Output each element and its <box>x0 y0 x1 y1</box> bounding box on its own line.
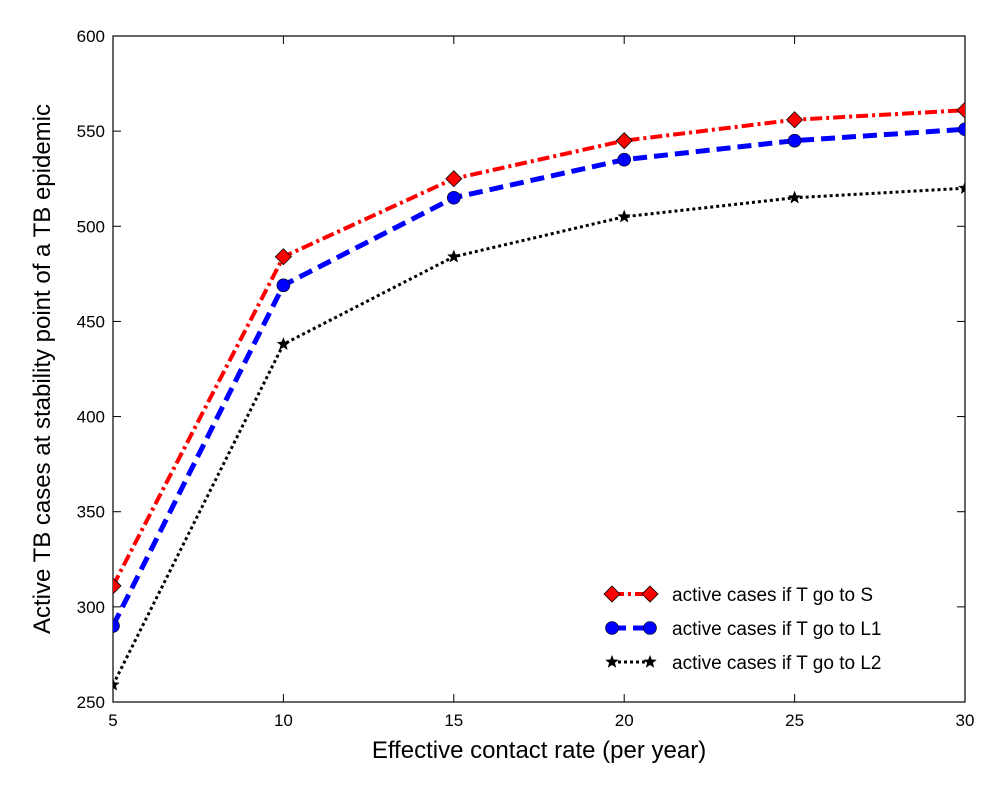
data-point <box>277 338 289 350</box>
line-chart: 5 10 15 20 25 30 250 300 350 400 450 500 550 600 acti… <box>0 0 1000 788</box>
data-point <box>107 619 120 632</box>
legend-item-2: active cases if T go to L1 <box>606 619 882 640</box>
legend-item-3: active cases if T go to L2 <box>606 653 882 674</box>
x-tick-label: 20 <box>615 711 634 730</box>
x-tick-label: 30 <box>956 711 975 730</box>
data-point <box>446 171 462 187</box>
y-tick-label: 300 <box>77 598 105 617</box>
x-tick-label: 10 <box>274 711 293 730</box>
legend-marker <box>644 656 656 668</box>
data-point <box>787 112 803 128</box>
x-axis-title: Effective contact rate (per year) <box>372 737 706 764</box>
legend-item-1: active cases if T go to S <box>604 585 873 606</box>
legend-marker <box>606 622 619 635</box>
data-point <box>277 279 290 292</box>
x-tick-label: 25 <box>785 711 804 730</box>
data-point <box>788 134 801 147</box>
series-line <box>113 188 965 685</box>
data-point <box>618 210 630 222</box>
data-point <box>957 102 973 118</box>
legend-marker <box>644 622 657 635</box>
series-2 <box>107 123 972 633</box>
data-point <box>959 123 972 136</box>
legend-marker <box>642 586 658 602</box>
series-3 <box>107 182 971 690</box>
legend-marker <box>606 656 618 668</box>
series-line <box>113 129 965 626</box>
y-axis-title: Active TB cases at stability point of a … <box>29 104 56 634</box>
data-point <box>105 578 121 594</box>
y-tick-label: 600 <box>77 27 105 46</box>
legend-label: active cases if T go to S <box>672 585 873 606</box>
legend-label: active cases if T go to L1 <box>672 619 881 640</box>
legend-label: active cases if T go to L2 <box>672 653 881 674</box>
legend-marker <box>604 586 620 602</box>
y-tick-label: 550 <box>77 122 105 141</box>
chart-container: 5 10 15 20 25 30 250 300 350 400 450 500 550 600 acti… <box>0 0 1000 788</box>
series-1 <box>105 102 973 594</box>
data-point <box>275 249 291 265</box>
y-tick-label: 500 <box>77 217 105 236</box>
data-point <box>447 191 460 204</box>
data-point <box>616 133 632 149</box>
series-line <box>113 110 965 586</box>
y-tick-label: 350 <box>77 503 105 522</box>
y-tick-label: 250 <box>77 693 105 712</box>
y-tick-label: 450 <box>77 312 105 331</box>
legend: active cases if T go to S active cases if… <box>604 585 881 674</box>
y-tick-label: 400 <box>77 408 105 427</box>
x-tick-label: 5 <box>108 711 117 730</box>
data-point <box>618 153 631 166</box>
x-tick-label: 15 <box>444 711 463 730</box>
data-point <box>788 191 800 203</box>
